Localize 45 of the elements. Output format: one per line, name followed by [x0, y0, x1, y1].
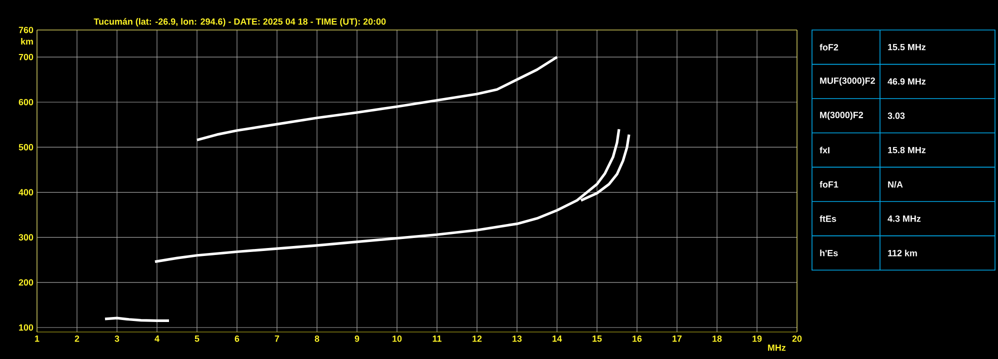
chart-title: Tucumán (lat: -26.9, lon: 294.6) - DATE: 2025 04 18 - TIME (UT): 20:00: [94, 18, 386, 26]
text: M(3000)F2: [820, 112, 864, 120]
text: 15.5 MHz: [888, 44, 926, 50]
y-tick-label: 500: [18, 144, 34, 150]
text: h'Es: [820, 250, 838, 256]
x-tick-label: 2: [74, 336, 80, 342]
x-tick-label: 5: [194, 336, 200, 342]
text: 15.8 MHz: [888, 146, 926, 154]
text: 4.3 MHz: [888, 215, 921, 222]
text: MUF(3000)F2: [820, 77, 875, 86]
text: foF2: [820, 44, 838, 50]
x-tick-label: 20: [792, 336, 802, 342]
y-tick-label: 400: [18, 189, 34, 196]
text: 112 km: [888, 250, 917, 256]
x-tick-label: 6: [234, 336, 240, 342]
x-tick-label: 1: [35, 336, 40, 342]
text: foF1: [820, 181, 838, 188]
y-axis-title: km: [21, 38, 33, 45]
x-tick-label: 9: [354, 336, 360, 342]
x-tick-label: 18: [712, 336, 722, 342]
x-tick-label: 17: [672, 336, 682, 342]
x-tick-label: 14: [552, 336, 562, 342]
x-tick-label: 11: [432, 336, 442, 342]
x-tick-label: 4: [154, 336, 160, 342]
x-tick-label: 13: [512, 336, 522, 342]
text: 46.9 MHz: [888, 78, 926, 85]
x-tick-label: 16: [632, 336, 642, 342]
y-tick-label: 700: [18, 54, 34, 60]
x-tick-label: 7: [274, 336, 280, 342]
x-tick-label: 15: [592, 336, 602, 342]
y-tick-label: 760: [18, 26, 34, 34]
x-axis-title: MHz: [768, 344, 786, 351]
y-tick-label: 100: [19, 324, 34, 331]
x-tick-label: 8: [314, 336, 320, 342]
x-tick-label: 10: [392, 336, 402, 342]
text: ftEs: [820, 215, 836, 222]
y-tick-label: 600: [18, 98, 34, 106]
text: 3.03: [888, 112, 905, 119]
text: N/A: [888, 181, 903, 188]
x-tick-label: 19: [752, 336, 762, 342]
y-tick-label: 300: [18, 234, 34, 241]
text: fxI: [820, 146, 830, 154]
y-tick-label: 200: [18, 279, 34, 286]
x-tick-label: 3: [114, 336, 120, 342]
x-tick-label: 12: [472, 336, 482, 342]
